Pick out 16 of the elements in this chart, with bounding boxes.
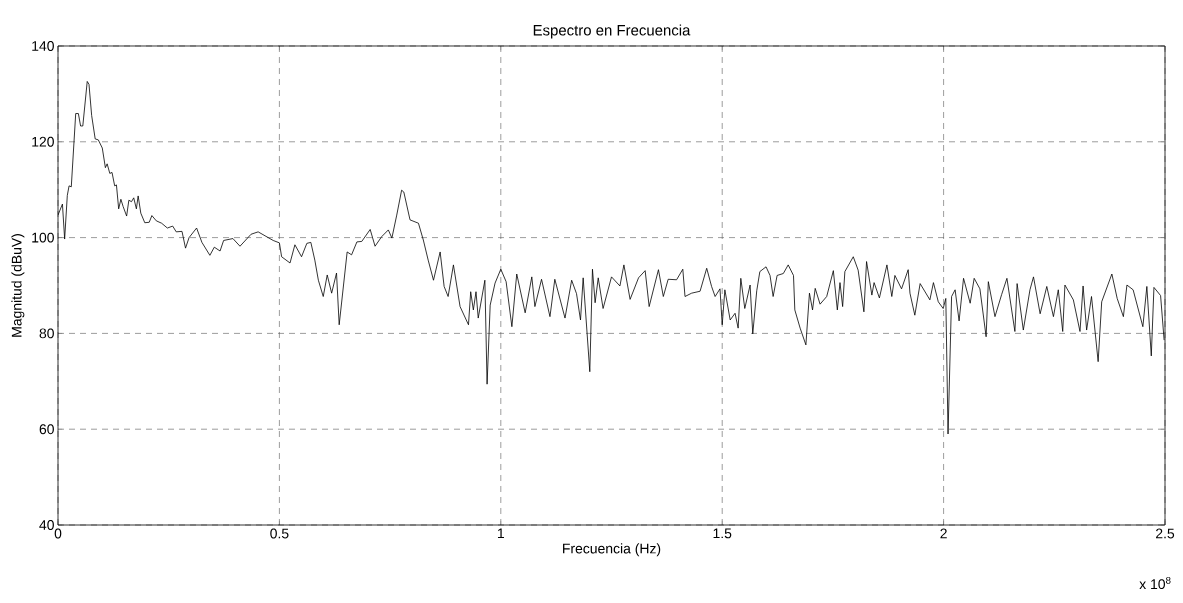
text: x 10$^{8}$ <box>1139 576 1171 590</box>
x-tick-label: 0.5 <box>270 528 289 539</box>
x-tick-label: 2.5 <box>1156 528 1175 539</box>
y-axis-title: Magnitud (dBuV) <box>11 234 25 337</box>
x-tick-label: 0 <box>54 528 62 539</box>
x-tick-label: 2 <box>940 528 947 539</box>
x-tick-label: 1.5 <box>713 528 732 539</box>
chart-title: Espectro en Frecuencia <box>533 24 691 39</box>
y-tick-label: 80 <box>39 328 54 339</box>
y-tick-label: 60 <box>39 424 54 435</box>
y-tick-label: 100 <box>32 232 54 243</box>
x-tick-label: 1 <box>497 528 504 539</box>
y-tick-label: 120 <box>32 136 54 147</box>
y-tick-label: 140 <box>32 41 54 51</box>
x-axis-title: Frecuencia (Hz) <box>563 543 661 557</box>
y-tick-label: 40 <box>39 520 54 530</box>
